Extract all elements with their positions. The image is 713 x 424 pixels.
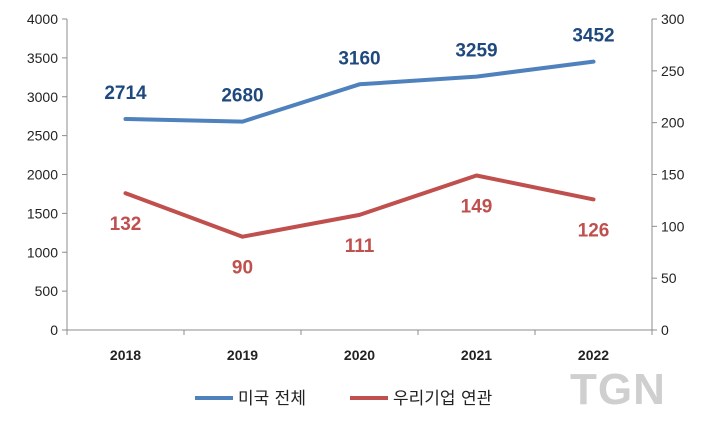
data-label: 126 (578, 220, 610, 241)
series-line-2 (123, 173, 596, 239)
x-tick-label: 2019 (227, 347, 258, 363)
data-label: 2680 (221, 86, 263, 107)
data-label: 3259 (455, 41, 497, 62)
left-tick-label: 3500 (27, 50, 58, 66)
right-tick-label: 300 (661, 11, 685, 27)
right-tick-label: 100 (661, 218, 685, 234)
tgn-watermark: TGN (570, 365, 666, 414)
data-label: 111 (345, 236, 375, 257)
left-tick-label: 1500 (27, 205, 58, 221)
left-tick-label: 2500 (27, 128, 58, 144)
data-label: 2714 (104, 83, 147, 104)
legend-label-1: 미국 전체 (238, 389, 306, 409)
x-tick-label: 2018 (110, 347, 141, 363)
x-tick-label: 2020 (344, 347, 375, 363)
left-tick-label: 2000 (27, 167, 58, 183)
left-tick-label: 3000 (27, 89, 58, 105)
data-label: 132 (110, 214, 142, 235)
data-labels: 2714 2680 3160 3259 3452 132 90 111 149 126 (104, 26, 614, 279)
x-tick-label: 2021 (461, 347, 492, 363)
left-tick-label: 500 (35, 283, 59, 299)
legend: 미국 전체 우리기업 연관 (195, 389, 492, 409)
left-tick-label: 0 (50, 322, 58, 338)
data-label: 90 (232, 258, 253, 279)
left-tick-label: 1000 (27, 244, 58, 260)
series-line-1 (123, 59, 596, 124)
data-label: 149 (461, 197, 493, 218)
legend-label-2: 우리기업 연관 (393, 389, 492, 409)
right-tick-label: 50 (661, 270, 677, 286)
right-tick-label: 0 (661, 322, 669, 338)
right-tick-label: 200 (661, 115, 685, 131)
data-label: 3160 (338, 48, 380, 69)
right-tick-label: 250 (661, 63, 685, 79)
data-label: 3452 (572, 26, 614, 47)
x-tick-label: 2022 (578, 347, 609, 363)
right-tick-label: 150 (661, 167, 685, 183)
left-tick-label: 4000 (27, 11, 58, 27)
series-lines (123, 59, 596, 239)
axes: 0 500 1000 1500 2000 2500 3000 3500 4000 0 50 100 15… (27, 11, 685, 363)
